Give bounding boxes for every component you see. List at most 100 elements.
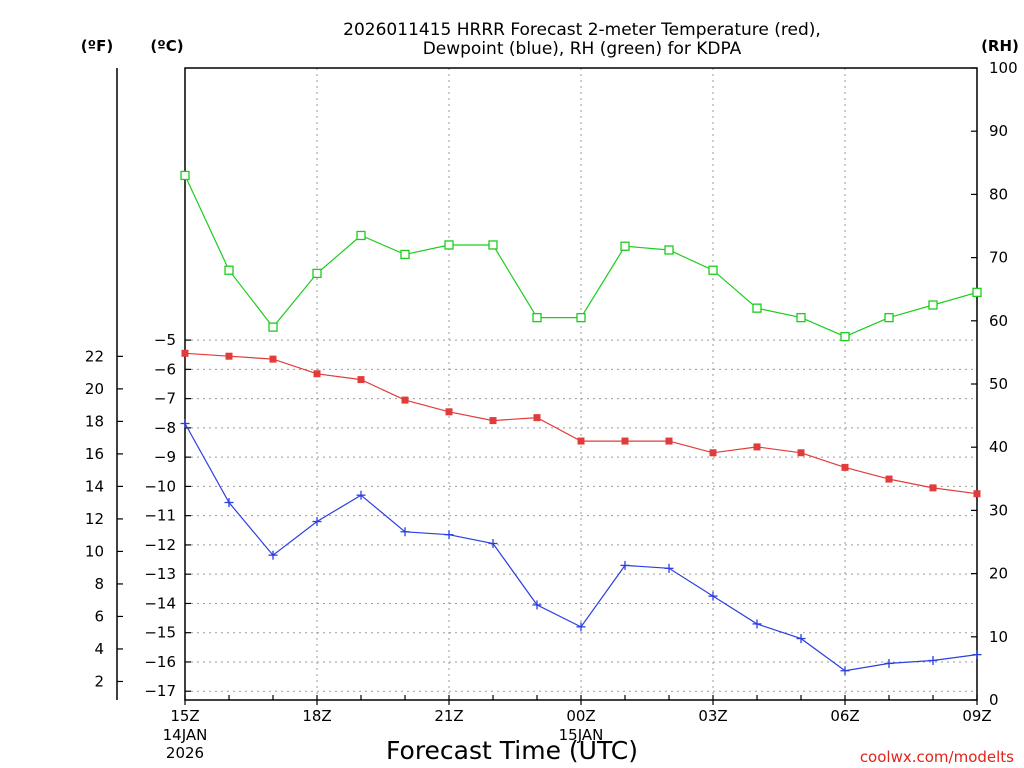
chart-title-line1: 2026011415 HRRR Forecast 2-meter Tempera… bbox=[343, 20, 821, 40]
x-tick-label: 15Z bbox=[170, 707, 199, 725]
fahrenheit-tick-label: 20 bbox=[85, 380, 104, 398]
dewpoint-point bbox=[356, 490, 366, 500]
dewpoint-point bbox=[972, 650, 982, 660]
rh-point bbox=[708, 265, 718, 275]
x-tick-label: 03Z bbox=[698, 707, 727, 725]
celsius-tick-label: −10 bbox=[144, 477, 176, 495]
rh-tick-label: 100 bbox=[989, 59, 1018, 77]
axes: −5−6−7−8−9−10−11−12−13−14−15−16−17222018… bbox=[85, 59, 1018, 762]
temperature-point bbox=[709, 449, 717, 457]
dewpoint-point bbox=[576, 622, 586, 632]
fahrenheit-tick-label: 22 bbox=[85, 347, 104, 365]
fahrenheit-tick-label: 2 bbox=[94, 672, 104, 690]
rh-tick-label: 70 bbox=[989, 249, 1008, 267]
rh-point bbox=[268, 322, 278, 332]
fahrenheit-tick-label: 14 bbox=[85, 477, 104, 495]
temperature-point bbox=[401, 396, 409, 404]
temperature-point bbox=[973, 490, 981, 498]
dewpoint-point bbox=[884, 658, 894, 668]
rh-point bbox=[620, 241, 630, 251]
dewpoint-point bbox=[488, 538, 498, 548]
rh-point bbox=[488, 240, 498, 250]
rh-tick-label: 50 bbox=[989, 375, 1008, 393]
temperature-point bbox=[313, 370, 321, 378]
dewpoint-point bbox=[312, 517, 322, 527]
grid-lines bbox=[184, 68, 978, 700]
temperature-point bbox=[665, 437, 673, 445]
dewpoint-point bbox=[224, 498, 234, 507]
fahrenheit-tick-label: 10 bbox=[85, 542, 104, 560]
x-tick-label: 21Z bbox=[434, 707, 463, 725]
rh-tick-label: 90 bbox=[989, 122, 1008, 140]
celsius-tick-label: −5 bbox=[154, 331, 176, 349]
rh-point bbox=[840, 331, 850, 342]
rh-point bbox=[532, 312, 542, 323]
rh-tick-label: 30 bbox=[989, 501, 1008, 519]
temperature-point bbox=[841, 463, 849, 471]
rh-point bbox=[312, 268, 322, 279]
temperature-point bbox=[225, 352, 233, 360]
celsius-tick-label: −11 bbox=[144, 507, 176, 525]
rh-tick-label: 60 bbox=[989, 312, 1008, 330]
x-tick-date-label: 15JAN bbox=[559, 726, 604, 744]
x-tick-label: 06Z bbox=[830, 707, 859, 725]
fahrenheit-unit-label: (ºF) bbox=[81, 37, 113, 55]
celsius-tick-label: −6 bbox=[154, 360, 176, 378]
celsius-tick-label: −17 bbox=[144, 682, 176, 700]
celsius-tick-label: −14 bbox=[144, 594, 176, 612]
celsius-tick-label: −9 bbox=[154, 448, 176, 466]
dewpoint-point bbox=[796, 634, 806, 644]
dewpoint-point bbox=[664, 563, 674, 573]
rh-tick-label: 10 bbox=[989, 628, 1008, 646]
fahrenheit-tick-label: 6 bbox=[94, 607, 104, 625]
temperature-point bbox=[929, 484, 937, 492]
rh-point bbox=[796, 312, 806, 323]
rh-point bbox=[576, 312, 586, 323]
rh-unit-label: (RH) bbox=[981, 37, 1019, 55]
fahrenheit-tick-label: 16 bbox=[85, 445, 104, 463]
x-tick-date-label: 14JAN bbox=[163, 726, 208, 744]
dewpoint-point bbox=[928, 656, 938, 665]
dewpoint-point bbox=[532, 600, 542, 610]
chart-title-line2: Dewpoint (blue), RH (green) for KDPA bbox=[423, 39, 742, 59]
temperature-point bbox=[357, 376, 365, 384]
dewpoint-point bbox=[620, 560, 630, 570]
rh-tick-label: 80 bbox=[989, 185, 1008, 203]
rh-point bbox=[664, 245, 674, 255]
dewpoint-point bbox=[180, 419, 190, 428]
fahrenheit-tick-label: 4 bbox=[94, 640, 104, 658]
celsius-tick-label: −12 bbox=[144, 536, 176, 554]
source-credit: coolwx.com/modelts bbox=[860, 748, 1014, 766]
x-tick-label: 09Z bbox=[962, 707, 991, 725]
dewpoint-point bbox=[400, 527, 410, 537]
rh-point bbox=[224, 265, 234, 275]
dewpoint-point bbox=[268, 550, 278, 560]
fahrenheit-tick-label: 18 bbox=[85, 412, 104, 430]
celsius-unit-label: (ºC) bbox=[150, 37, 183, 55]
rh-point bbox=[884, 312, 894, 323]
rh-point bbox=[444, 240, 454, 250]
rh-point bbox=[400, 249, 410, 260]
rh-tick-label: 20 bbox=[989, 565, 1008, 583]
temperature-point bbox=[753, 443, 761, 451]
dewpoint-point bbox=[444, 530, 454, 540]
rh-tick-label: 40 bbox=[989, 438, 1008, 456]
x-tick-label: 00Z bbox=[566, 707, 595, 725]
rh-point bbox=[928, 300, 938, 310]
temperature-point bbox=[269, 355, 277, 363]
temperature-point bbox=[181, 349, 189, 357]
celsius-tick-label: −13 bbox=[144, 565, 176, 583]
dewpoint-point bbox=[752, 619, 762, 629]
rh-point bbox=[972, 287, 982, 298]
x-tick-label: 18Z bbox=[302, 707, 331, 725]
rh-point bbox=[752, 303, 762, 313]
celsius-tick-label: −8 bbox=[154, 419, 176, 437]
x-tick-year-label: 2026 bbox=[166, 744, 204, 762]
fahrenheit-tick-label: 8 bbox=[94, 575, 104, 593]
dewpoint-point bbox=[840, 666, 850, 676]
temperature-point bbox=[797, 449, 805, 457]
celsius-tick-label: −15 bbox=[144, 624, 176, 642]
rh-point bbox=[356, 230, 366, 241]
x-axis-label: Forecast Time (UTC) bbox=[386, 736, 638, 765]
